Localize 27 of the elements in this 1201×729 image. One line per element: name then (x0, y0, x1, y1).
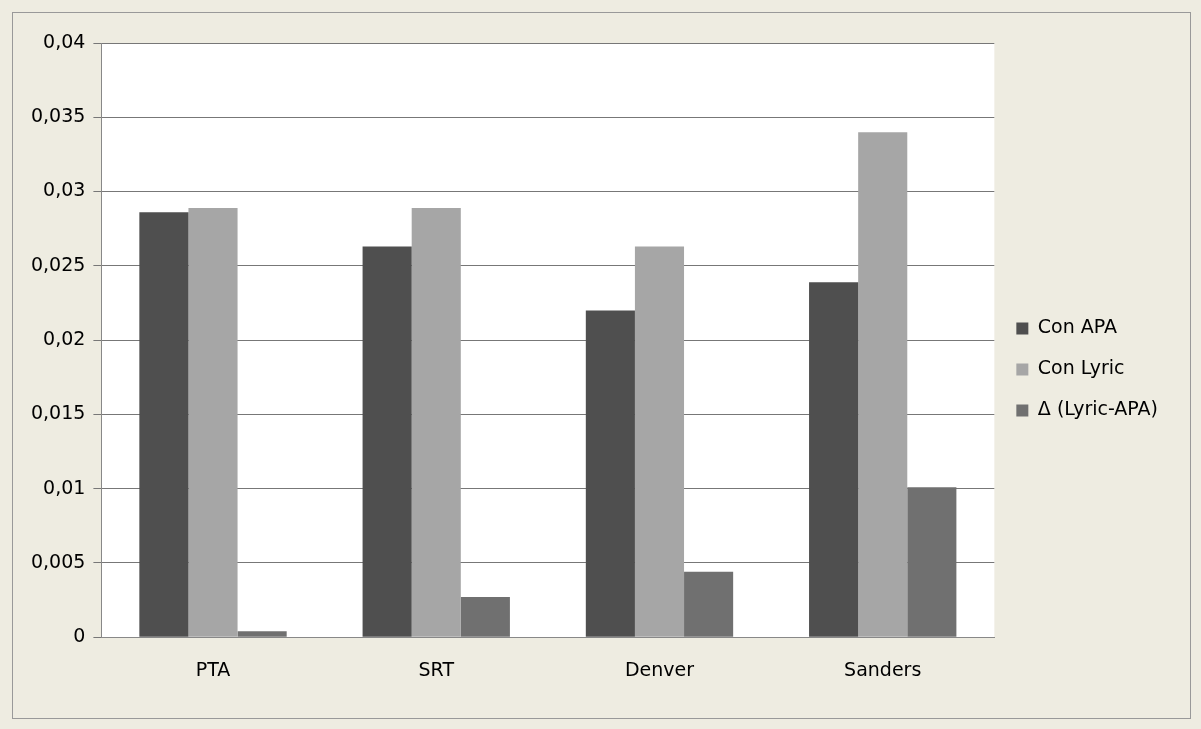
bar (237, 631, 287, 637)
x-tick-label: SRT (418, 657, 455, 680)
y-tick-label: 0,01 (43, 475, 86, 498)
bar (585, 310, 635, 637)
y-tick-label: 0,04 (43, 29, 86, 52)
bar (684, 571, 734, 637)
bar (809, 282, 859, 637)
y-tick-label: 0,025 (30, 252, 86, 275)
bar (634, 246, 685, 637)
bar (362, 246, 412, 637)
bar (188, 207, 238, 637)
y-tick-label: 0,035 (30, 104, 86, 127)
bar (460, 597, 510, 637)
y-tick-label: 0,02 (43, 327, 86, 350)
y-tick-label: 0,005 (30, 549, 86, 572)
bar (411, 207, 461, 637)
bar (858, 132, 908, 637)
legend-label: Con APA (1037, 315, 1118, 338)
x-tick-label: PTA (195, 657, 231, 680)
bar (139, 212, 189, 637)
x-tick-label: Sanders (844, 657, 922, 680)
y-tick-label: 0,03 (43, 178, 86, 201)
y-tick-label: 0,015 (30, 401, 86, 424)
y-tick-label: 0 (73, 624, 86, 647)
legend-label: Δ (Lyric-APA) (1037, 397, 1159, 420)
x-tick-label: Denver (624, 657, 695, 680)
legend-label: Con Lyric (1037, 356, 1125, 379)
